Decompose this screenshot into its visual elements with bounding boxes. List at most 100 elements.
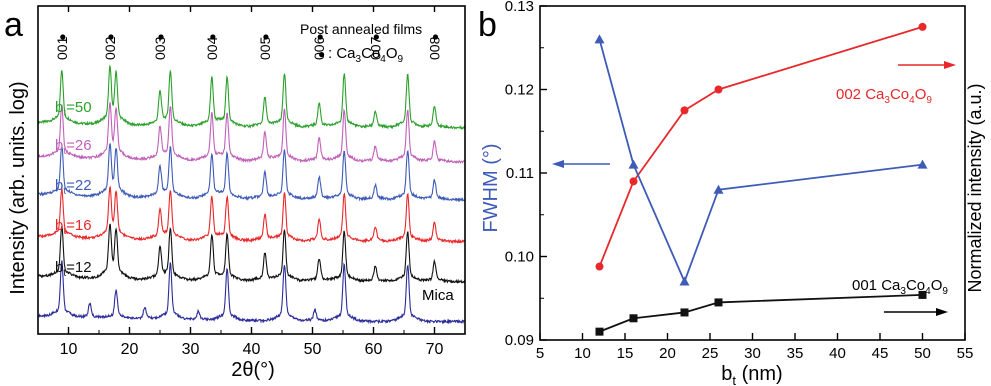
peak-label-001: 001 [54, 34, 70, 60]
panel-b-point [714, 85, 723, 94]
panel-b-point [680, 106, 689, 115]
panel-b-x-tick-label: 20 [659, 345, 676, 362]
panel-a-legend-title: Post annealed films [300, 21, 422, 37]
peak-label-003: 003 [152, 34, 168, 60]
panel-a-trace-2 [37, 143, 466, 203]
peak-label-005: 005 [257, 34, 273, 60]
panel-a-traces [37, 64, 466, 325]
panel-a-x-tick-label: 20 [121, 341, 139, 358]
panel-b-series-line-0 [598, 26, 923, 267]
arrow-to-left-axis-blue [552, 160, 610, 168]
peak-label-007: 007 [367, 34, 383, 60]
panel-a-trace-1 [37, 102, 466, 164]
panel-a-x-tick-label: 50 [304, 341, 322, 358]
peak-dot [158, 34, 164, 40]
peak-label-006: 006 [311, 34, 327, 60]
panel-a-ylabel-text: Intensity (arb. units. log) [7, 81, 29, 294]
panel-a-x-tick-label: 70 [426, 341, 444, 358]
legend-text-o: O [386, 45, 398, 62]
panel-a-x-tick-label: 60 [365, 341, 383, 358]
panel-b-x-ticks: 5 10 15 20 25 30 35 40 45 50 55 [536, 333, 974, 362]
panel-a-trace-5 [37, 260, 466, 325]
panel-b-x-tick-label: 55 [957, 345, 974, 362]
panel-b-point [595, 262, 604, 271]
panel-b-point [595, 327, 604, 336]
panel-b-point [629, 177, 638, 186]
panel-b-y-tick-label: 0.13 [505, 0, 534, 15]
panel-a-label: a [4, 6, 23, 44]
panel-b-point [679, 276, 690, 286]
panel-a-series-label: bt=50 [55, 99, 92, 119]
legend-sub-9: 9 [398, 54, 404, 65]
series-label-001: 001 Ca3Co4O9 [852, 277, 948, 297]
panel-b-x-tick-label: 50 [914, 345, 931, 362]
arrow-to-right-axis-black [884, 308, 948, 316]
panel-a-ylabel: Intensity (arb. units. log) [7, 81, 29, 294]
svg-text:003: 003 [152, 36, 168, 60]
svg-text:007: 007 [367, 36, 383, 60]
panel-b-point [714, 298, 723, 307]
panel-a-trace-3 [37, 185, 466, 245]
panel-b: b FWHM (°) Normalized intensity (a.u.) 0… [478, 0, 985, 386]
panel-b-y-tick-label: 0.10 [505, 249, 534, 266]
panel-b-point [629, 314, 638, 323]
panel-b-point [917, 159, 928, 169]
legend-text-ca: : Ca [328, 45, 356, 62]
panel-b-ylabel-left: FWHM (°) [480, 143, 502, 232]
panel-a-series-label: bt=22 [55, 177, 92, 197]
panel-a-x-tick-label: 30 [182, 341, 200, 358]
legend-sub-4: 4 [380, 54, 386, 65]
svg-text:002: 002 [102, 36, 118, 60]
panel-b-point [918, 22, 927, 31]
panel-b-x-tick-label: 35 [787, 345, 804, 362]
panel-b-series-line-2 [599, 294, 923, 333]
panel-a: a Intensity (arb. units. log) 001 002 003 0… [4, 5, 466, 381]
peak-dot [263, 34, 269, 40]
panel-b-ylabel-right: Normalized intensity (a.u.) [965, 83, 985, 292]
panel-a-xlabel: 2θ(°) [231, 359, 275, 381]
panel-a-x-ticks: 10 20 30 40 50 60 70 [37, 6, 466, 358]
peak-dot [60, 34, 66, 40]
panel-b-point [713, 184, 724, 194]
panel-b-x-tick-label: 45 [872, 345, 889, 362]
panel-b-y-tick-label: 0.09 [505, 332, 534, 349]
panel-a-series-label: bt=26 [55, 137, 92, 157]
peak-label-008: 008 [427, 34, 443, 60]
panel-a-trace-4 [37, 223, 466, 284]
panel-a-legend-text: : Ca3Co4O9 [328, 45, 404, 65]
panel-b-x-tick-label: 40 [829, 345, 846, 362]
panel-a-series-label: bt=16 [55, 217, 92, 237]
panel-a-series-label-mica: Mica [422, 287, 454, 304]
panel-b-x-tick-label: 30 [744, 345, 761, 362]
peak-label-004: 004 [204, 34, 220, 60]
panel-b-x-tick-label: 10 [574, 345, 591, 362]
panel-b-y-tick-label: 0.12 [505, 82, 534, 99]
panel-b-x-tick-label: 5 [536, 345, 544, 362]
panel-b-x-tick-label: 15 [617, 345, 634, 362]
panel-a-trace-0 [37, 64, 466, 130]
panel-a-x-tick-label: 10 [60, 341, 78, 358]
panel-b-point [628, 159, 639, 169]
panel-a-x-tick-label: 40 [243, 341, 261, 358]
panel-a-peak-labels: 001 002 003 004 005 006 007 008 [54, 34, 443, 60]
panel-b-y-tick-label: 0.11 [506, 165, 534, 182]
peak-dot [108, 34, 114, 40]
panel-b-x-tick-label: 25 [702, 345, 719, 362]
panel-a-series-label: bt=12 [55, 259, 92, 279]
peak-label-002: 002 [102, 34, 118, 60]
peak-dot [432, 34, 439, 40]
panel-b-point [594, 34, 605, 44]
panel-a-series-labels: bt=50 bt=26 bt=22 bt=16 bt=12 Mica [55, 99, 454, 304]
series-label-002: 002 Ca3Co4O9 [836, 86, 932, 106]
svg-text:006: 006 [311, 36, 327, 60]
panel-a-legend-entry: ● : Ca3Co4O9 [318, 45, 404, 65]
svg-text:004: 004 [204, 36, 220, 60]
legend-text-co: Co [361, 45, 380, 62]
panel-b-xlabel: bt (nm) [721, 363, 782, 386]
legend-sub-3: 3 [356, 54, 362, 65]
panel-b-series [594, 22, 928, 336]
svg-text:005: 005 [257, 36, 273, 60]
peak-dot [210, 34, 216, 40]
panel-b-label: b [478, 6, 497, 44]
